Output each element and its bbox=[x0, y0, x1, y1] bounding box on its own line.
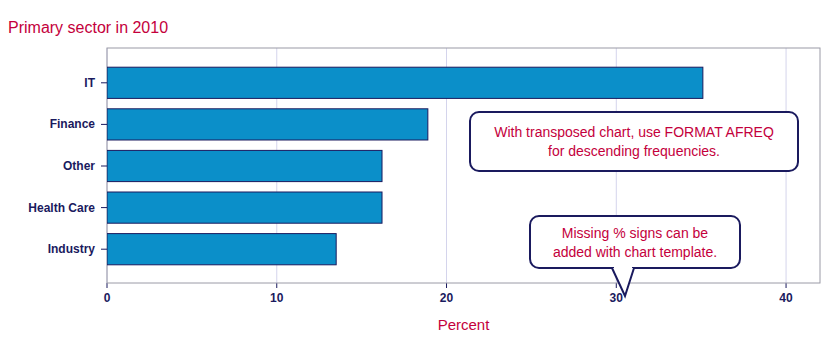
x-tick-label: 30 bbox=[610, 291, 624, 305]
category-label: IT bbox=[84, 76, 95, 90]
callout-box bbox=[530, 216, 740, 268]
callout-tail-cover bbox=[614, 267, 632, 270]
annotation-text: With transposed chart, use FORMAT AFREQ bbox=[494, 124, 774, 140]
x-tick bbox=[616, 283, 617, 288]
x-tick-label: 20 bbox=[440, 291, 454, 305]
y-tick bbox=[101, 166, 107, 167]
bar bbox=[107, 109, 428, 140]
callout-tail bbox=[612, 268, 634, 296]
y-tick bbox=[101, 124, 107, 125]
bar bbox=[107, 234, 336, 265]
callout-box bbox=[470, 112, 798, 171]
x-tick-label: 0 bbox=[104, 291, 111, 305]
plot-frame bbox=[107, 48, 820, 283]
category-label: Industry bbox=[48, 242, 96, 256]
x-tick bbox=[276, 283, 277, 288]
annotation-text: added with chart template. bbox=[553, 244, 717, 260]
y-tick bbox=[101, 249, 107, 250]
category-label: Other bbox=[63, 159, 95, 173]
category-label: Health Care bbox=[28, 201, 95, 215]
annotation-text: for descending frequencies. bbox=[548, 143, 720, 159]
x-tick-label: 10 bbox=[270, 291, 284, 305]
x-tick bbox=[107, 283, 108, 288]
annotation: With transposed chart, use FORMAT AFREQ f… bbox=[470, 112, 798, 171]
chart-container: Primary sector in 2010 0 10 20 30 40 IT Finance… bbox=[0, 0, 840, 350]
annotation-text: Missing % signs can be bbox=[562, 225, 709, 241]
bar bbox=[107, 192, 382, 223]
chart-svg: Primary sector in 2010 0 10 20 30 40 IT Finance… bbox=[0, 0, 840, 350]
x-tick-label: 40 bbox=[779, 291, 793, 305]
x-tick bbox=[786, 283, 787, 288]
bar bbox=[107, 150, 382, 181]
y-tick bbox=[101, 82, 107, 83]
chart-title: Primary sector in 2010 bbox=[8, 19, 168, 36]
plot-area bbox=[107, 48, 820, 283]
x-tick bbox=[446, 283, 447, 288]
x-axis-label: Percent bbox=[438, 316, 491, 333]
category-label: Finance bbox=[50, 117, 96, 131]
annotation: Missing % signs can be added with chart t… bbox=[530, 216, 740, 296]
y-tick bbox=[101, 207, 107, 208]
bar bbox=[107, 67, 703, 98]
